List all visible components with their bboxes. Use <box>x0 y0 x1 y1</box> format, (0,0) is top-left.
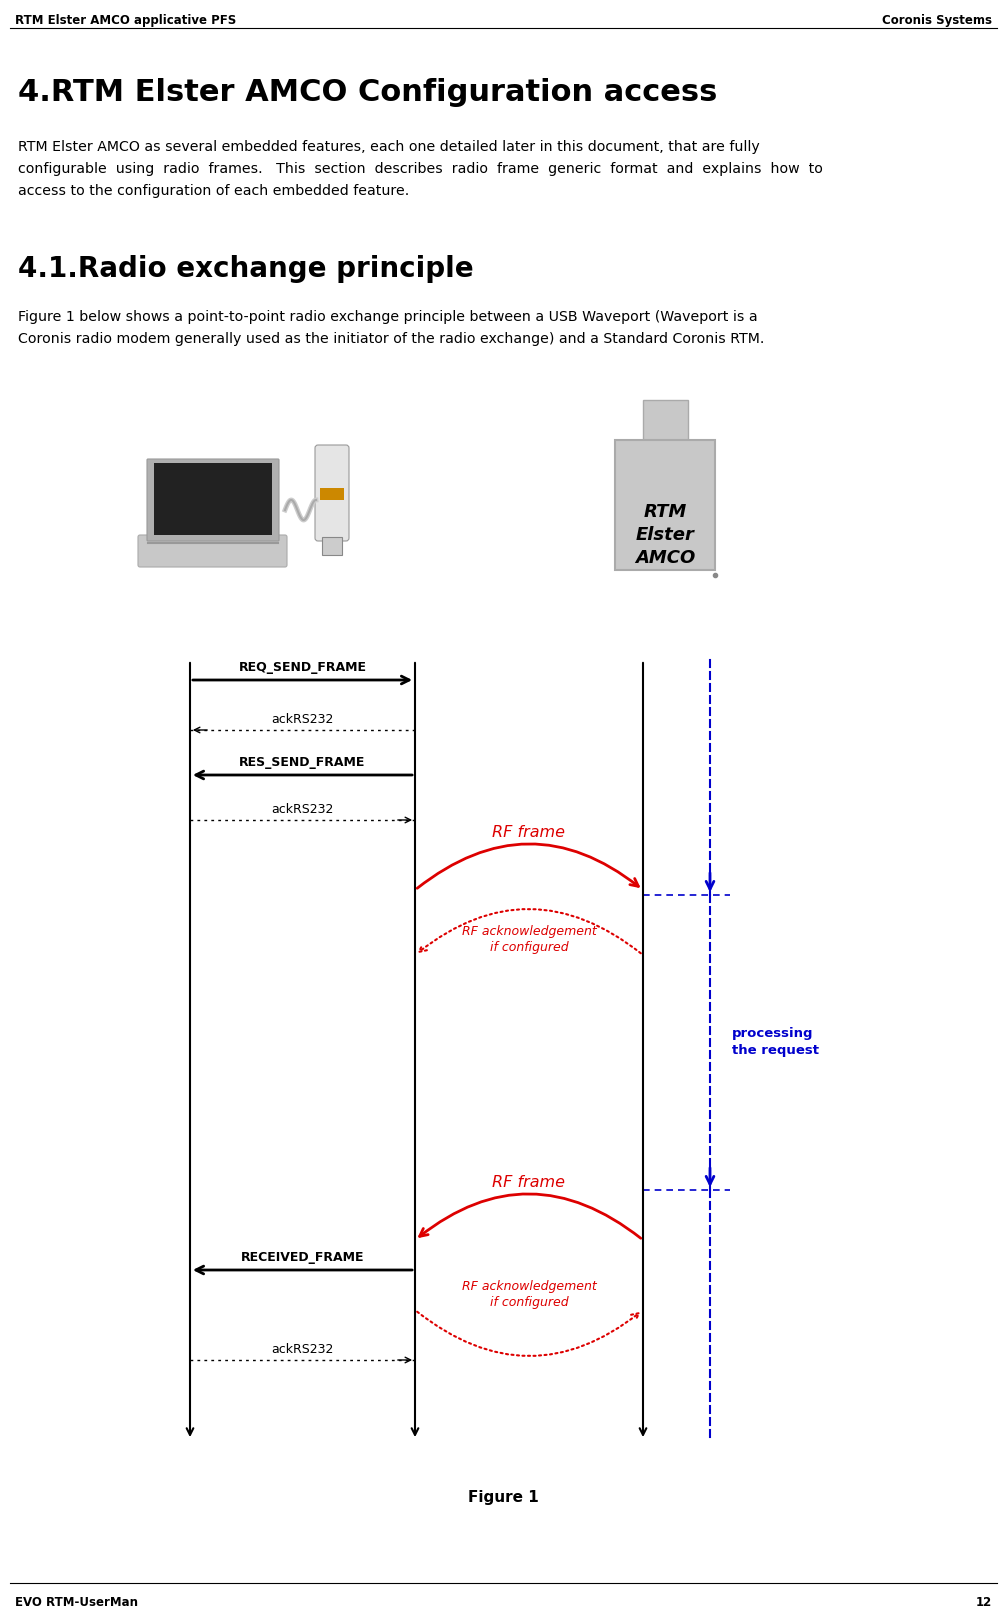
FancyBboxPatch shape <box>154 462 272 535</box>
Text: RTM
Elster
AMCO: RTM Elster AMCO <box>634 503 695 566</box>
Text: RF acknowledgement
if configured: RF acknowledgement if configured <box>461 1280 596 1309</box>
Text: RECEIVED_FRAME: RECEIVED_FRAME <box>241 1251 365 1264</box>
Text: RF frame: RF frame <box>492 826 566 840</box>
FancyBboxPatch shape <box>147 459 279 542</box>
FancyBboxPatch shape <box>643 401 688 440</box>
FancyBboxPatch shape <box>138 535 287 568</box>
Text: Coronis radio modem generally used as the initiator of the radio exchange) and a: Coronis radio modem generally used as th… <box>18 333 764 345</box>
Text: Figure 1: Figure 1 <box>467 1491 539 1505</box>
Text: 4.RTM Elster AMCO Configuration access: 4.RTM Elster AMCO Configuration access <box>18 78 717 107</box>
Text: RES_SEND_FRAME: RES_SEND_FRAME <box>240 756 366 769</box>
Text: RTM Elster AMCO applicative PFS: RTM Elster AMCO applicative PFS <box>15 15 237 28</box>
Text: ackRS232: ackRS232 <box>271 1343 333 1356</box>
Text: ackRS232: ackRS232 <box>271 803 333 816</box>
FancyBboxPatch shape <box>320 488 344 500</box>
Text: RF frame: RF frame <box>492 1174 566 1191</box>
FancyBboxPatch shape <box>615 440 715 569</box>
Text: 12: 12 <box>976 1596 992 1609</box>
Text: ackRS232: ackRS232 <box>271 714 333 727</box>
Text: Figure 1 below shows a point-to-point radio exchange principle between a USB Wav: Figure 1 below shows a point-to-point ra… <box>18 310 757 324</box>
Text: EVO RTM-UserMan: EVO RTM-UserMan <box>15 1596 138 1609</box>
Text: access to the configuration of each embedded feature.: access to the configuration of each embe… <box>18 183 409 198</box>
Text: REQ_SEND_FRAME: REQ_SEND_FRAME <box>239 662 367 675</box>
Text: RTM Elster AMCO as several embedded features, each one detailed later in this do: RTM Elster AMCO as several embedded feat… <box>18 139 759 154</box>
Text: RF acknowledgement
if configured: RF acknowledgement if configured <box>461 925 596 954</box>
Text: 4.1.Radio exchange principle: 4.1.Radio exchange principle <box>18 255 473 282</box>
Text: configurable  using  radio  frames.   This  section  describes  radio  frame  ge: configurable using radio frames. This se… <box>18 162 823 177</box>
Text: Coronis Systems: Coronis Systems <box>882 15 992 28</box>
FancyBboxPatch shape <box>322 537 342 555</box>
Text: processing
the request: processing the request <box>732 1027 819 1058</box>
FancyBboxPatch shape <box>315 444 349 542</box>
